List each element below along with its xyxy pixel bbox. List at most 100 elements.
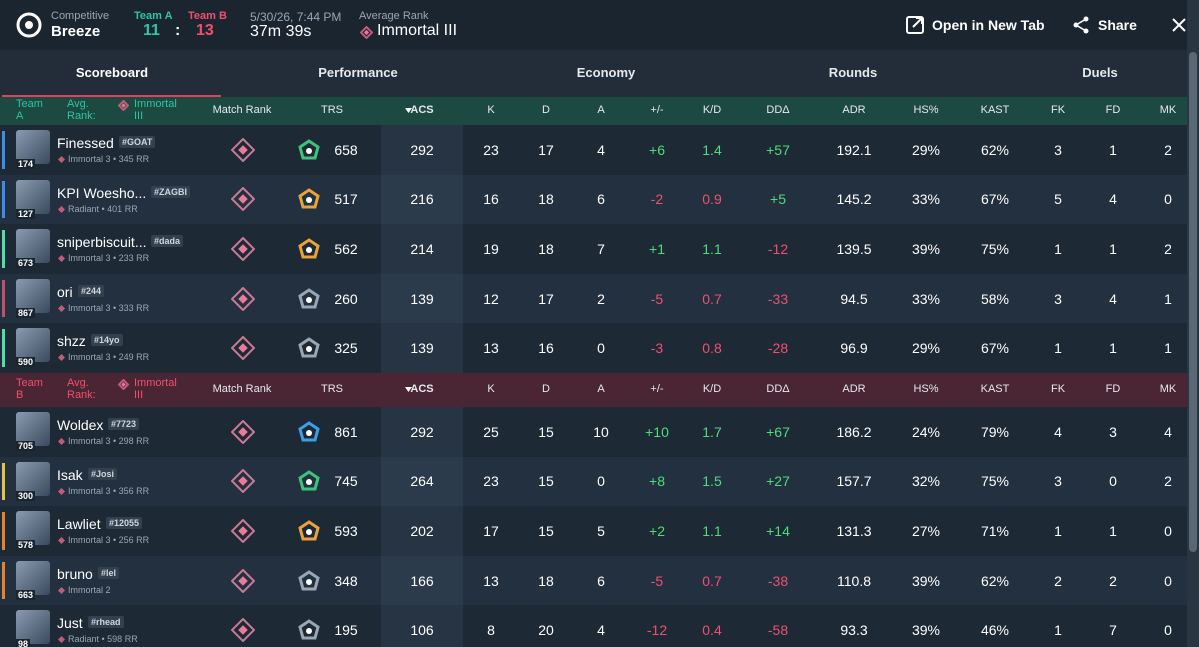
stat-cell: 62% [980, 572, 1010, 589]
column-header[interactable]: +/- [650, 383, 664, 395]
column-header[interactable]: K/D [702, 383, 722, 395]
column-header[interactable]: Match Rank [212, 383, 272, 395]
tab[interactable]: Rounds [828, 65, 878, 80]
player-rank-icon [58, 537, 65, 545]
column-header[interactable]: KAST [980, 104, 1010, 116]
column-header[interactable]: +/- [650, 104, 664, 116]
sort-arrow [405, 108, 412, 113]
column-header[interactable]: K [487, 383, 495, 395]
column-header[interactable]: MK [1159, 383, 1177, 395]
tab[interactable]: Performance [318, 65, 398, 80]
stat-cell: 2 [1109, 572, 1117, 589]
stat-cell: 4 [597, 622, 605, 639]
trs-icon [298, 138, 320, 160]
player-name: ori [57, 283, 73, 300]
player-row [0, 323, 1199, 373]
stat-cell: 67% [980, 191, 1010, 208]
rank-icon [231, 618, 255, 643]
column-header[interactable]: A [597, 104, 605, 116]
stat-cell: 1 [1054, 340, 1062, 357]
column-header[interactable]: FK [1050, 383, 1066, 395]
column-header[interactable]: TRS [321, 104, 343, 116]
stat-cell: -12 [646, 622, 668, 639]
close-icon[interactable] [1172, 18, 1186, 32]
column-header[interactable]: K [487, 104, 495, 116]
stat-cell: 4 [1109, 290, 1117, 307]
row-accent [2, 180, 5, 219]
column-header[interactable]: HS% [913, 383, 939, 395]
stat-cell: 39% [911, 241, 941, 257]
stat-cell: 3 [1054, 473, 1062, 490]
tab[interactable]: Duels [1082, 65, 1118, 80]
stat-cell: 18 [538, 572, 554, 589]
column-header[interactable]: DDΔ [766, 383, 790, 395]
column-header[interactable]: D [542, 383, 550, 395]
column-header[interactable]: Match Rank [212, 104, 272, 116]
column-header[interactable]: ADR [842, 383, 866, 395]
stat-cell: 46% [980, 622, 1010, 639]
column-header[interactable]: TRS [321, 383, 343, 395]
player-name: Just [57, 615, 83, 632]
stat-cell: 23 [483, 473, 499, 490]
app-logo [16, 12, 42, 38]
column-header[interactable]: MK [1159, 104, 1177, 116]
stat-cell: 16 [538, 340, 554, 357]
column-header[interactable]: KAST [980, 383, 1010, 395]
agent-avatar [16, 461, 50, 496]
stat-cell: 139.5 [836, 241, 872, 257]
player-level: 867 [16, 307, 36, 318]
player-rank-icon [58, 487, 65, 495]
player-level: 673 [16, 258, 36, 269]
player-name: sniperbiscuit... [57, 234, 147, 251]
stat-cell: 157.7 [836, 473, 872, 490]
stat-cell: 214 [410, 241, 434, 257]
stat-cell: 0.4 [702, 622, 722, 639]
team-b-label: Team B [188, 10, 227, 22]
open-new-tab[interactable]: Open in New Tab [932, 17, 1045, 33]
player-rank: Radiant • 598 RR [68, 634, 138, 645]
tab[interactable]: Scoreboard [75, 65, 149, 80]
player-rank: Immortal 3 • 256 RR [68, 535, 150, 546]
column-header[interactable]: K/D [702, 104, 722, 116]
stat-cell: 186.2 [836, 423, 872, 440]
stat-cell: 166 [410, 572, 434, 589]
tab[interactable]: Economy [576, 65, 636, 80]
share-icon[interactable] [1072, 16, 1090, 34]
column-header[interactable]: FD [1105, 104, 1121, 116]
stat-cell: 1.7 [702, 423, 722, 440]
stat-cell: +5 [770, 191, 786, 208]
player-level: 98 [16, 639, 31, 647]
stat-cell: 0.8 [702, 340, 722, 357]
stat-cell: 1 [1054, 241, 1062, 257]
stat-cell: 15 [538, 523, 554, 539]
column-header[interactable]: ADR [842, 104, 866, 116]
column-header[interactable]: DDΔ [766, 104, 790, 116]
open-tab-icon[interactable] [906, 16, 924, 34]
column-header[interactable]: D [542, 104, 550, 116]
row-accent [2, 230, 5, 268]
stat-cell: 1 [1164, 340, 1172, 357]
trs-icon [298, 337, 320, 358]
stat-cell: 93.3 [840, 622, 868, 639]
stat-cell: 17 [538, 290, 554, 307]
column-header[interactable]: FK [1050, 104, 1066, 116]
column-header[interactable]: FD [1105, 383, 1121, 395]
stat-cell: 23 [483, 141, 499, 158]
stat-cell: 15 [538, 473, 554, 490]
column-header[interactable]: HS% [913, 104, 939, 116]
column-header[interactable]: ACS [410, 383, 434, 395]
stat-cell: 19 [483, 241, 499, 257]
player-level: 705 [16, 441, 36, 451]
stat-cell: +1 [649, 241, 665, 257]
stat-cell: 2 [1164, 473, 1172, 490]
share-button[interactable]: Share [1098, 17, 1137, 33]
stat-cell: 12 [483, 290, 499, 307]
scrollbar-thumb[interactable] [1189, 52, 1197, 552]
column-header[interactable]: A [597, 383, 605, 395]
team-name: Team B [16, 377, 43, 401]
stat-cell: 96.9 [840, 340, 868, 357]
stat-cell: 6 [597, 572, 605, 589]
stat-cell: 4 [1054, 423, 1062, 440]
column-header[interactable]: ACS [410, 104, 434, 116]
stat-cell: 29% [911, 141, 941, 158]
